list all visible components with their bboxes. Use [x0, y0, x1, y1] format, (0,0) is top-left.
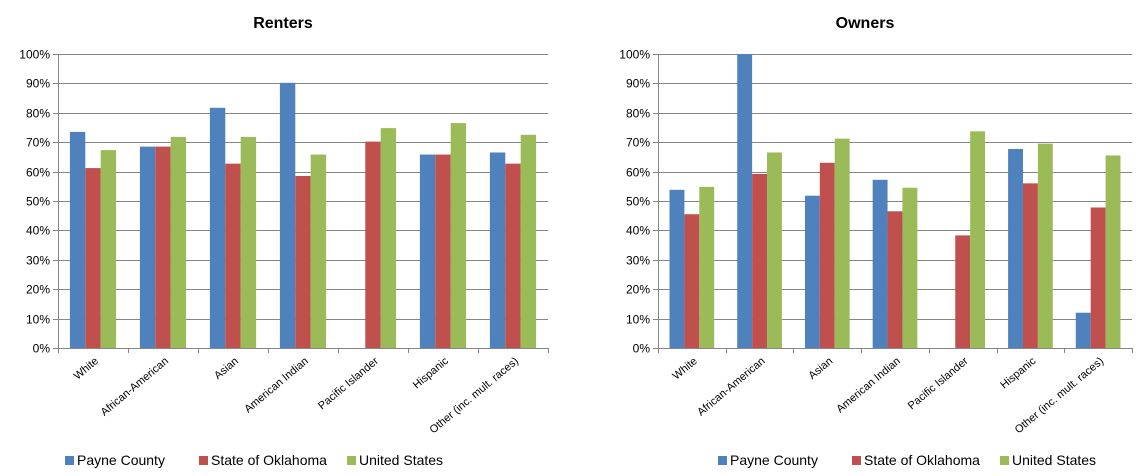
renters-y-tick-label: 100% — [19, 48, 50, 62]
owners-bar — [1075, 312, 1091, 348]
renters-legend-label: State of Oklahoma — [211, 452, 327, 468]
renters-y-tick-label: 90% — [26, 77, 50, 91]
owners-legend-swatch — [718, 456, 727, 465]
owners-bar — [872, 179, 888, 348]
renters-y-tick-label: 40% — [26, 224, 50, 238]
owners-legend-label: United States — [1012, 452, 1096, 468]
owners-bar — [819, 162, 835, 348]
owners-y-tick-label: 40% — [626, 224, 650, 238]
renters-category-label: African-American — [99, 355, 171, 418]
owners-y-tick-label: 70% — [626, 136, 650, 150]
renters-y-tick-label: 60% — [26, 166, 50, 180]
owners-category-label: Pacific Islander — [906, 355, 971, 412]
owners-legend-swatch — [1000, 456, 1009, 465]
renters-legend-label: Payne County — [77, 452, 165, 468]
owners-y-tick-label: 90% — [626, 77, 650, 91]
owners-bar — [767, 152, 782, 348]
renters-legend-swatch — [347, 456, 356, 465]
renters-bar — [365, 141, 381, 348]
owners-chart: Owners 0% 10% 20% 30% 40% 50% 60% 70% 80% 90% 100% W… — [572, 0, 1143, 476]
renters-bar — [240, 136, 257, 348]
renters-y-tick-label: 10% — [26, 313, 50, 327]
renters-y-tick-label: 20% — [26, 283, 50, 297]
renters-bar — [279, 82, 296, 348]
renters-bar — [505, 163, 521, 348]
renters-legend-swatch — [65, 456, 74, 465]
renters-category-label: American Indian — [242, 355, 311, 415]
renters-bar — [489, 152, 506, 348]
renters-bar — [100, 150, 117, 348]
renters-legend-swatch — [199, 456, 208, 465]
owners-legend: Payne County State of Oklahoma United Stat… — [718, 452, 1096, 468]
owners-chart-svg: Owners 0% 10% 20% 30% 40% 50% 60% 70% 80% 90% 100% W… — [619, 15, 1133, 468]
renters-bar — [435, 154, 451, 348]
owners-title: Owners — [836, 15, 895, 32]
renters-title: Renters — [253, 15, 313, 32]
owners-y-tick-label: 50% — [626, 195, 650, 209]
renters-category-label: White — [72, 355, 101, 382]
owners-y-tick-label: 30% — [626, 254, 650, 268]
owners-bar — [834, 138, 850, 348]
owners-bar — [955, 235, 971, 348]
renters-category-label: Hispanic — [411, 355, 451, 392]
owners-category-label: American Indian — [834, 355, 903, 415]
renters-y-tick-label: 50% — [26, 195, 50, 209]
owners-bar — [1105, 155, 1121, 348]
owners-y-tick-label: 100% — [619, 48, 650, 62]
renters-category-label: Asian — [212, 355, 241, 382]
owners-bar — [669, 189, 685, 348]
renters-legend-label: United States — [359, 452, 443, 468]
renters-bar — [69, 131, 86, 348]
owners-category-label: White — [671, 355, 700, 382]
renters-bar — [295, 176, 311, 348]
owners-bar — [737, 54, 753, 348]
renters-y-tick-label: 70% — [26, 136, 50, 150]
renters-bar — [419, 154, 436, 348]
owners-y-tick-label: 20% — [626, 283, 650, 297]
renters-chart-svg: Renters 0% 10% 20% 30% 40% 50% 60% 70% 80% 90% 100%… — [19, 15, 549, 468]
renters-bar — [209, 107, 226, 348]
owners-legend-label: Payne County — [730, 452, 818, 468]
owners-bar — [684, 214, 700, 348]
owners-bar — [1090, 207, 1106, 348]
owners-y-tick-label: 10% — [626, 313, 650, 327]
renters-bar — [450, 123, 467, 348]
owners-bar — [752, 173, 768, 348]
owners-category-label: Hispanic — [998, 355, 1038, 392]
owners-legend-label: State of Oklahoma — [864, 452, 980, 468]
owners-bar — [1022, 183, 1038, 348]
owners-bar — [902, 187, 918, 348]
owners-bar — [887, 211, 903, 348]
owners-bar — [804, 195, 820, 348]
renters-bar — [170, 136, 187, 348]
owners-category-label: Asian — [806, 355, 835, 382]
owners-y-tick-label: 60% — [626, 166, 650, 180]
owners-y-tick-label: 0% — [633, 342, 651, 356]
owners-bar — [1008, 148, 1023, 348]
renters-bar — [85, 168, 101, 348]
renters-y-tick-label: 0% — [33, 342, 51, 356]
renters-chart: Renters 0% 10% 20% 30% 40% 50% 60% 70% 80% 90% 100%… — [19, 15, 549, 468]
renters-category-label: Pacific Islander — [316, 355, 381, 412]
renters-bar — [155, 146, 171, 348]
renters-bar — [520, 134, 537, 348]
renters-bar — [225, 163, 241, 348]
renters-legend: Payne County State of Oklahoma United Stat… — [65, 452, 443, 468]
owners-bar — [1037, 143, 1053, 348]
owners-legend-swatch — [852, 456, 861, 465]
renters-bar — [139, 146, 156, 348]
owners-y-tick-label: 80% — [626, 107, 650, 121]
renters-y-tick-label: 80% — [26, 107, 50, 121]
owners-category-label: African-American — [695, 355, 767, 418]
renters-bar — [380, 128, 397, 348]
renters-y-tick-label: 30% — [26, 254, 50, 268]
owners-bar — [699, 186, 715, 348]
owners-bar — [970, 131, 986, 348]
renters-bar — [310, 154, 327, 348]
